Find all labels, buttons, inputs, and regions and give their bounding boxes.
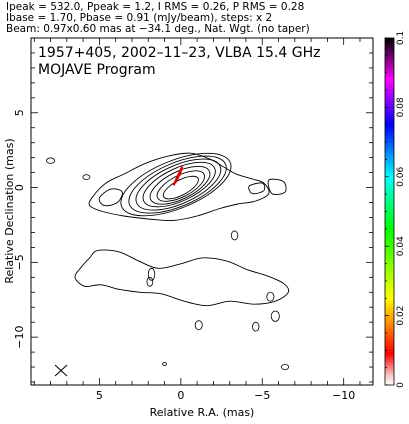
y-axis-ticks: 5 0 −5 −10 [13,52,373,383]
polarization-vector [178,166,184,177]
core-contour [149,165,211,205]
beam-cross-icon [54,364,68,377]
core-contour [120,152,232,217]
y-tick-label: −5 [13,254,26,270]
core-contour [128,155,227,214]
small-component-contour [82,174,91,180]
polarization-vector [172,174,180,186]
jet-outer-contour [88,152,270,222]
small-component-contour [46,157,56,164]
header-line-2: Ibase = 1.70, Pbase = 0.91 (mJy/beam), s… [6,12,272,24]
small-component-contour [147,267,156,281]
x-axis-ticks: 5 0 −5 −10 [33,38,361,402]
colorbar-tick-label: 0.08 [396,97,406,117]
x-tick-label: −10 [332,389,355,402]
y-tick-label: −10 [13,326,26,349]
colorbar-ticks: 0 0.02 0.04 0.06 0.08 0.1 [385,31,406,388]
small-component-contour [266,291,275,302]
small-component-contour [270,310,280,322]
core-contour [156,170,206,202]
x-tick-label: 5 [96,389,103,402]
plot-frame [30,37,374,386]
colorbar-tick-label: 0.06 [396,167,406,187]
core-contour [135,158,222,211]
header-line-3: Beam: 0.97x0.60 mas at −34.1 deg., Nat. … [6,23,310,35]
small-component-contour [230,230,239,241]
x-axis-label: Relative R.A. (mas) [150,406,255,419]
colorbar-tick-label: 0.1 [396,31,406,45]
small-component-contour [162,362,167,366]
jet-knot-contour [248,182,266,195]
contour-layer [46,152,290,371]
colorbar-tick-label: 0 [396,382,406,388]
y-axis-label: Relative Declination (mas) [3,138,16,283]
small-component-contour [146,276,154,287]
core-contour [162,175,199,200]
source-label: 1957+405, 2002–11–23, VLBA 15.4 GHz [38,45,321,61]
jet-knot-contour [267,178,287,195]
x-tick-label: 0 [177,389,184,402]
polarization-layer [172,166,184,186]
y-tick-label: 0 [13,184,26,191]
small-component-contour [281,363,290,371]
header-line-1: Ipeak = 532.0, Ppeak = 1.2, I RMS = 0.26… [6,1,304,13]
extended-emission-contour [74,249,290,307]
program-label: MOJAVE Program [38,62,156,78]
small-component-contour [194,320,203,331]
x-tick-label: −5 [254,389,270,402]
colorbar-tick-label: 0.02 [396,306,406,326]
core-contour [142,161,216,208]
jet-knot-contour [98,188,123,207]
colorbar-tick-label: 0.04 [396,236,406,256]
small-component-contour [252,321,260,332]
y-tick-label: 5 [13,109,26,116]
